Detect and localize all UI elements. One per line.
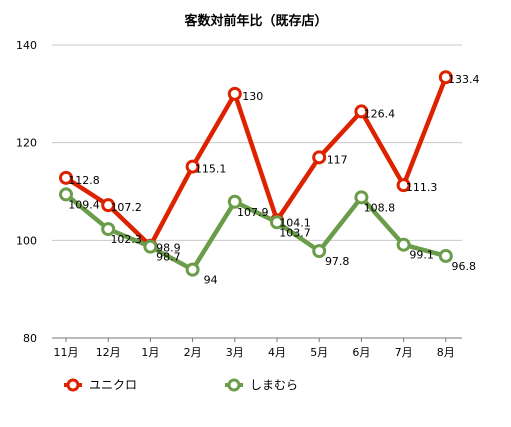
data-label: 103.7 (279, 226, 311, 239)
data-point (227, 194, 242, 209)
data-point (312, 150, 327, 165)
data-label: 133.4 (448, 73, 480, 86)
data-point (101, 222, 116, 237)
data-point (185, 262, 200, 277)
data-label: 126.4 (364, 107, 396, 120)
gridlines (52, 44, 462, 339)
x-tick-label: 12月 (96, 346, 121, 359)
data-point (270, 215, 284, 230)
data-label: 108.8 (364, 201, 396, 214)
series-line (64, 192, 447, 272)
data-point (143, 239, 158, 254)
data-label: 107.9 (237, 206, 269, 219)
x-tick-label: 1月 (141, 346, 159, 359)
y-tick-label: 80 (23, 332, 37, 345)
data-point (312, 244, 327, 259)
data-label: 109.4 (68, 198, 100, 211)
x-tick-label: 3月 (226, 346, 244, 359)
data-label: 102.3 (110, 233, 142, 246)
data-label: 94 (204, 274, 218, 287)
data-label: 115.1 (195, 163, 227, 176)
data-point (396, 237, 411, 252)
legend-label: ユニクロ (89, 378, 137, 392)
data-point (396, 178, 411, 193)
x-tick-label: 5月 (310, 346, 328, 359)
legend: ユニクロ しまむら (64, 378, 298, 392)
x-tick-label: 4月 (268, 346, 286, 359)
data-label: 111.3 (406, 181, 438, 194)
data-label: 104.1 (279, 216, 311, 229)
data-label: 130 (242, 90, 263, 103)
data-label: 96.8 (452, 260, 477, 273)
axes: 80 100 120 140 11月 12月 1月 2月 3月 4月 5月 6月 7月 8月 (16, 39, 455, 359)
data-label: 98.7 (156, 251, 181, 264)
data-point (59, 170, 73, 185)
x-tick-label: 11月 (54, 346, 79, 359)
data-point (101, 198, 116, 213)
data-labels: 112.8 107.2 98.9 115.1 130 104.1 117 126.4 111.3… (68, 73, 479, 286)
chart-title: 客数対前年比（既存店） (184, 13, 327, 29)
data-label: 99.1 (409, 249, 434, 262)
x-tick-label: 6月 (352, 346, 370, 359)
data-label: 107.2 (110, 201, 142, 214)
y-tick-label: 100 (16, 234, 37, 247)
data-point (227, 86, 242, 101)
y-tick-label: 140 (16, 39, 37, 52)
data-point (438, 70, 453, 85)
legend-swatch-marker (66, 378, 80, 392)
legend-label: しまむら (250, 378, 298, 392)
data-point (354, 190, 369, 205)
series-lines (59, 70, 453, 277)
data-point (185, 159, 200, 174)
x-tick-label: 7月 (395, 346, 413, 359)
data-point (59, 187, 73, 202)
data-point (438, 248, 453, 263)
series-line (64, 76, 448, 248)
x-tick-label: 2月 (184, 346, 202, 359)
data-label: 117 (327, 153, 348, 166)
data-label: 98.9 (156, 242, 181, 255)
x-tick-label: 8月 (437, 346, 455, 359)
y-tick-label: 120 (16, 137, 37, 150)
data-label: 97.8 (325, 255, 350, 268)
legend-swatch-marker (227, 378, 241, 392)
data-label: 112.8 (68, 174, 100, 187)
data-point (354, 104, 369, 119)
